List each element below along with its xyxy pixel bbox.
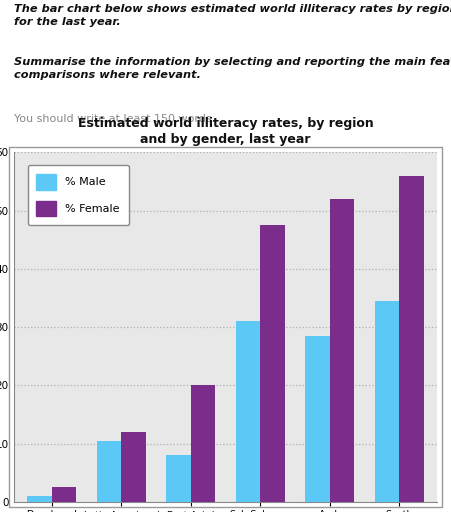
Bar — [305, 336, 330, 502]
Bar — [375, 301, 399, 502]
Bar — [236, 322, 260, 502]
Bar — [330, 199, 354, 502]
Bar — [121, 432, 146, 502]
Legend: % Male, % Female: % Male, % Female — [28, 165, 129, 225]
Bar — [166, 455, 191, 502]
Bar — [97, 441, 121, 502]
Bar — [28, 496, 52, 502]
Text: The bar chart below shows estimated world illiteracy rates by region and by gend: The bar chart below shows estimated worl… — [14, 4, 451, 28]
Bar — [52, 487, 76, 502]
Bar — [399, 176, 423, 502]
Title: Estimated world illiteracy rates, by region
and by gender, last year: Estimated world illiteracy rates, by reg… — [78, 117, 373, 146]
Text: Summarise the information by selecting and reporting the main features, and make: Summarise the information by selecting a… — [14, 57, 451, 80]
Bar — [191, 386, 215, 502]
Text: You should write at least 150 words.: You should write at least 150 words. — [14, 114, 215, 124]
Bar — [260, 225, 285, 502]
